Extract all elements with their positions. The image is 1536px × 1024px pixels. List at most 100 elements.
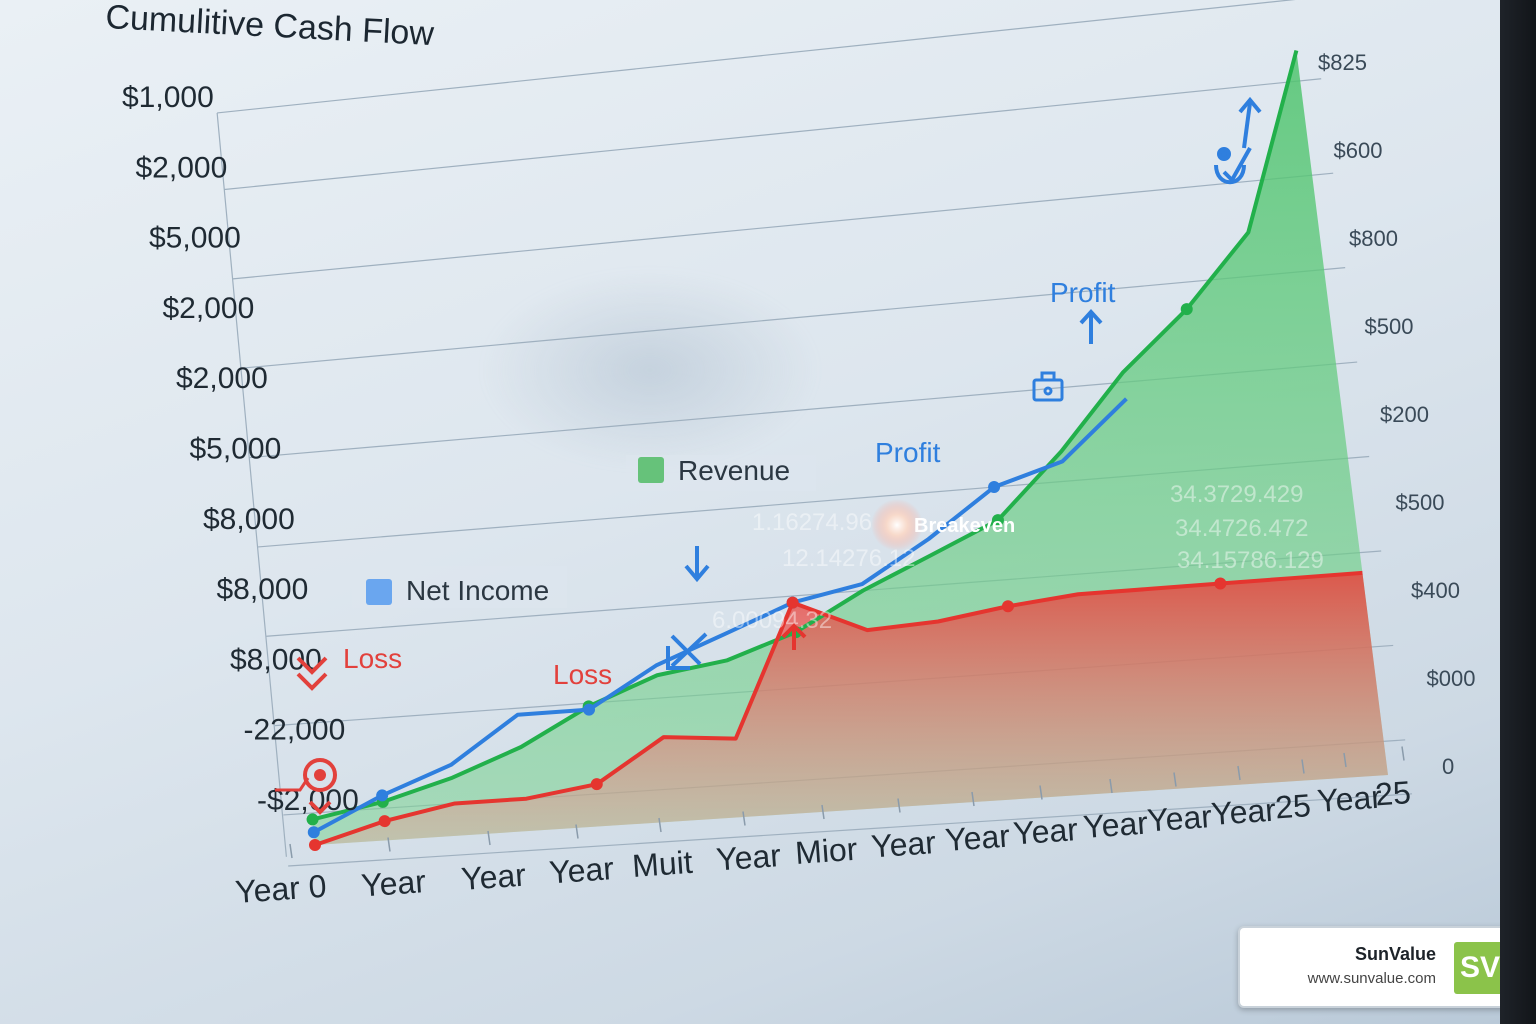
y-axis-right: $825 $600 $800 $500 $200 $500 $400 $000 0 — [1318, 50, 1475, 779]
grid-line — [217, 0, 1296, 114]
x-tick-label: Year — [1012, 811, 1079, 851]
legend-revenue-label: Revenue — [678, 455, 790, 486]
blue-point — [583, 703, 596, 716]
x-tick-label: 25 — [1274, 787, 1312, 825]
chart-screen: Cumulitive Cash Flow $1,000 $2,000 $5,000 $… — [0, 0, 1500, 1024]
x-tick-label: Year — [1082, 805, 1149, 845]
x-tick-label: Year — [548, 850, 615, 890]
red-point — [1001, 600, 1014, 613]
y-tick-label-right: $000 — [1427, 666, 1476, 691]
y-tick-label-left: $1,000 — [122, 81, 214, 114]
brand-logo: SV — [1454, 942, 1500, 994]
y-tick-label-right: $500 — [1365, 314, 1414, 339]
x-tick — [387, 837, 391, 852]
x-tick — [1237, 765, 1241, 781]
brand-url: www.sunvalue.com — [1307, 970, 1436, 987]
x-tick-label: Year — [1146, 798, 1213, 838]
green-point — [1180, 303, 1193, 316]
x-tick-label: Year — [870, 824, 937, 864]
ghost-value-3: 6.00094.32 — [712, 607, 832, 634]
blue-point — [376, 789, 389, 802]
y-tick-label-left: -$2,000 — [257, 784, 359, 817]
y-axis-left: $1,000 $2,000 $5,000 $2,000 $2,000 $5,000 $8,0… — [122, 81, 359, 817]
y-tick-label-left: -22,000 — [244, 714, 346, 747]
red-point — [378, 815, 391, 828]
x-tick — [1173, 772, 1177, 787]
y-tick-label-right: $600 — [1334, 138, 1383, 163]
blue-point — [988, 481, 1001, 494]
double-chevron-down-icon — [296, 656, 328, 691]
red-point — [590, 778, 603, 791]
x-tick-label: Year — [460, 857, 527, 897]
x-tick — [1039, 785, 1043, 800]
grid-line — [241, 267, 1346, 369]
x-tick-label: Year — [1316, 779, 1383, 819]
grid-line — [224, 78, 1322, 191]
legend-revenue-swatch — [638, 457, 664, 483]
red-area — [315, 572, 1388, 845]
brand-name: SunValue — [1354, 944, 1436, 964]
x-tick — [1343, 752, 1347, 768]
annotation-profit-upper: Profit — [1050, 277, 1116, 308]
x-tick — [742, 811, 746, 826]
area-fills — [312, 50, 1389, 846]
legend-netincome-label: Net Income — [406, 575, 549, 606]
branding-badge: SunValue www.sunvalue.com SV — [1238, 926, 1500, 1008]
x-tick-label: Year — [360, 863, 427, 903]
x-tick — [487, 830, 491, 846]
y-tick-label-left: $5,000 — [190, 433, 282, 466]
red-point — [1214, 577, 1227, 590]
arrow-down-icon — [684, 546, 710, 583]
green-point — [306, 813, 319, 826]
breakeven-flare — [871, 499, 923, 551]
arrow-up-blue-icon — [1079, 309, 1103, 344]
annotation-profit-mid: Profit — [875, 437, 941, 468]
x-tick-label: Muit — [631, 844, 694, 884]
red-point — [786, 596, 799, 609]
x-tick-label: Mior — [794, 831, 859, 871]
target-icon — [275, 758, 337, 815]
screen-glare — [480, 270, 820, 470]
ghost-value-1: 1.16274.96 — [752, 509, 872, 536]
y-tick-label-left: $8,000 — [217, 573, 309, 606]
y-tick-label-left: $8,000 — [203, 503, 295, 536]
x-tick — [1401, 746, 1405, 761]
ghost-value-4: 34.3729.429 — [1170, 481, 1303, 508]
y-tick-label-left: $2,000 — [136, 151, 228, 184]
ghost-value-5: 34.4726.472 — [1175, 515, 1308, 542]
arrow-up-red-icon — [781, 623, 807, 650]
y-tick-label-left: $2,000 — [163, 292, 255, 325]
upward-path-icon — [1214, 96, 1262, 185]
cash-register-icon — [1032, 371, 1064, 402]
y-tick-label-right: $500 — [1396, 490, 1445, 515]
x-tick — [658, 817, 662, 833]
x-tick — [289, 843, 293, 859]
series-lines — [306, 50, 1363, 851]
y-tick-label-right: $400 — [1411, 578, 1460, 603]
y-tick-label-right: 0 — [1442, 754, 1454, 779]
grid-line — [232, 172, 1334, 280]
x-tick — [897, 798, 901, 813]
red-line — [314, 570, 1363, 847]
x-tick-label: Year — [715, 837, 782, 877]
x-axis-line — [288, 793, 1413, 867]
x-axis: Year 0 Year Year Year Muit Year Mior Year Year Ye… — [234, 746, 1412, 910]
refresh-arrows-icon — [666, 632, 708, 670]
x-tick-label: Year — [1210, 792, 1277, 832]
blue-point — [307, 826, 320, 839]
x-tick — [1301, 759, 1305, 774]
y-tick-label-left: $5,000 — [149, 222, 241, 255]
x-tick — [1109, 778, 1113, 794]
x-tick-label: 25 — [1374, 774, 1412, 812]
green-point — [991, 514, 1004, 527]
y-tick-label-right: $825 — [1318, 50, 1367, 75]
x-tick-label: Year 0 — [234, 868, 328, 910]
x-tick — [575, 824, 579, 839]
y-tick-label-left: $8,000 — [230, 643, 322, 676]
y-tick-label-left: $2,000 — [176, 362, 268, 395]
y-tick-label-right: $200 — [1380, 402, 1429, 427]
annotation-loss-left: Loss — [343, 643, 402, 674]
cash-flow-chart: Cumulitive Cash Flow $1,000$2,000$5,000$… — [105, 0, 1475, 910]
x-tick-label: Year — [944, 818, 1011, 858]
annotation-loss-mid: Loss — [553, 659, 612, 690]
